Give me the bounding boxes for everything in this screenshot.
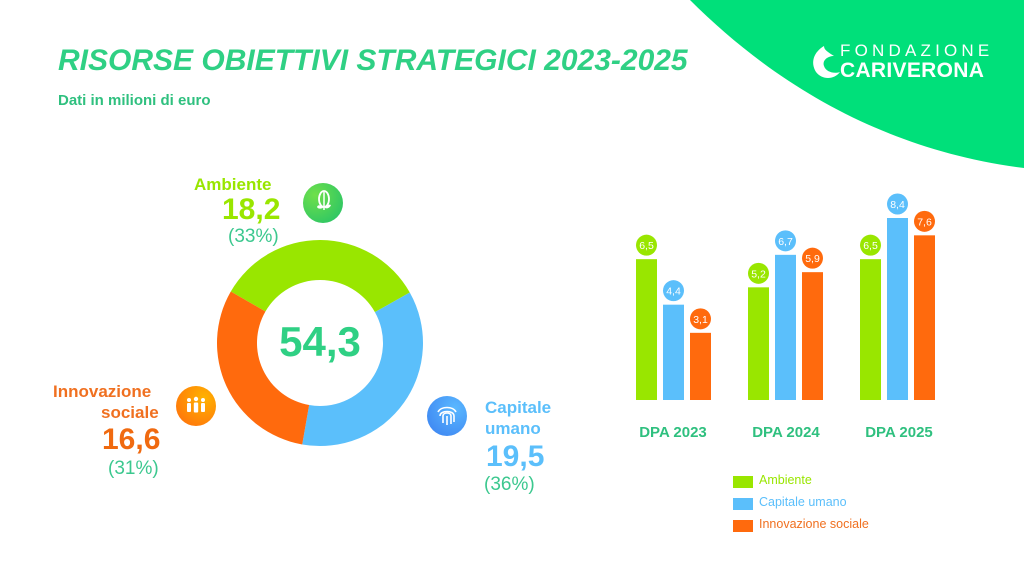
page-title: RISORSE OBIETTIVI STRATEGICI 2023-2025 xyxy=(58,44,688,77)
data-label: 7,6 xyxy=(917,216,932,228)
data-label: 3,1 xyxy=(693,314,708,326)
innovazione-value: 16,6 xyxy=(102,423,161,456)
logo-line1: FONDAZIONE xyxy=(840,41,994,60)
data-label-bubble xyxy=(663,280,684,302)
drop-logo-icon xyxy=(813,46,840,78)
bar xyxy=(690,332,711,400)
data-label: 5,9 xyxy=(805,253,820,265)
logo-line2: CARIVERONA xyxy=(840,59,985,82)
data-label: 4,4 xyxy=(666,286,681,298)
people-icon xyxy=(187,396,205,413)
fingerprint-icon xyxy=(437,406,457,425)
bar xyxy=(775,254,796,400)
ambiente-icon-badge xyxy=(303,183,343,223)
legend-swatch xyxy=(733,520,753,532)
donut-slice-capitale-umano xyxy=(302,292,423,446)
green-swoosh xyxy=(690,0,1024,168)
bar xyxy=(802,272,823,400)
donut-total-value: 54,3 xyxy=(279,318,361,365)
ambiente-value: 18,2 xyxy=(222,193,281,226)
legend-label: Innovazione sociale xyxy=(759,517,869,531)
page-subtitle: Dati in milioni di euro xyxy=(58,92,211,109)
x-tick-label: DPA 2024 xyxy=(752,424,820,441)
innovazione-label-line1: Innovazione xyxy=(53,382,152,401)
bar xyxy=(636,259,657,400)
x-tick-label: DPA 2025 xyxy=(865,424,933,441)
data-label-bubble xyxy=(914,210,935,232)
leaf-icon xyxy=(317,190,331,210)
capitale-umano-icon-badge xyxy=(427,396,467,436)
legend-label: Ambiente xyxy=(759,473,812,487)
capitale-umano-value: 19,5 xyxy=(486,440,545,473)
innovazione-icon-badge xyxy=(176,386,216,426)
data-label: 6,5 xyxy=(639,240,654,252)
data-label-bubble xyxy=(860,234,881,256)
ambiente-percent: (33%) xyxy=(228,226,279,247)
x-tick-label: DPA 2023 xyxy=(639,424,707,441)
innovazione-label-line2: sociale xyxy=(101,403,159,422)
bar xyxy=(914,235,935,400)
data-label-bubble xyxy=(690,308,711,330)
innovazione-percent: (31%) xyxy=(108,458,159,479)
capitale-umano-percent: (36%) xyxy=(484,474,535,495)
fondazione-cariverona-logo: FONDAZIONE CARIVERONA xyxy=(810,40,995,85)
data-label-bubble xyxy=(775,230,796,252)
data-label-bubble xyxy=(802,247,823,269)
capitale-umano-label-line1: Capitale xyxy=(485,398,552,417)
donut-chart xyxy=(217,240,423,446)
bar xyxy=(887,218,908,400)
data-label-bubble xyxy=(636,234,657,256)
data-label-bubble xyxy=(887,193,908,215)
data-label: 6,5 xyxy=(863,240,878,252)
legend-swatch xyxy=(733,476,753,488)
data-label-bubble xyxy=(748,262,769,284)
legend-swatch xyxy=(733,498,753,510)
ambiente-label: Ambiente xyxy=(194,175,272,194)
bar xyxy=(663,304,684,400)
data-label: 5,2 xyxy=(751,268,766,280)
legend-label: Capitale umano xyxy=(759,495,847,509)
donut-slice-innovazione-sociale xyxy=(217,291,310,445)
bar xyxy=(860,259,881,400)
bar xyxy=(748,287,769,400)
data-label: 8,4 xyxy=(890,199,905,211)
bar-chart: 6,5 4,4 3,1 5,2 6,7 5,9 6,5 8,4 7,6 xyxy=(636,193,935,400)
capitale-umano-label-line2: umano xyxy=(485,419,541,438)
data-label: 6,7 xyxy=(778,236,793,248)
donut-slice-ambiente xyxy=(230,240,410,313)
